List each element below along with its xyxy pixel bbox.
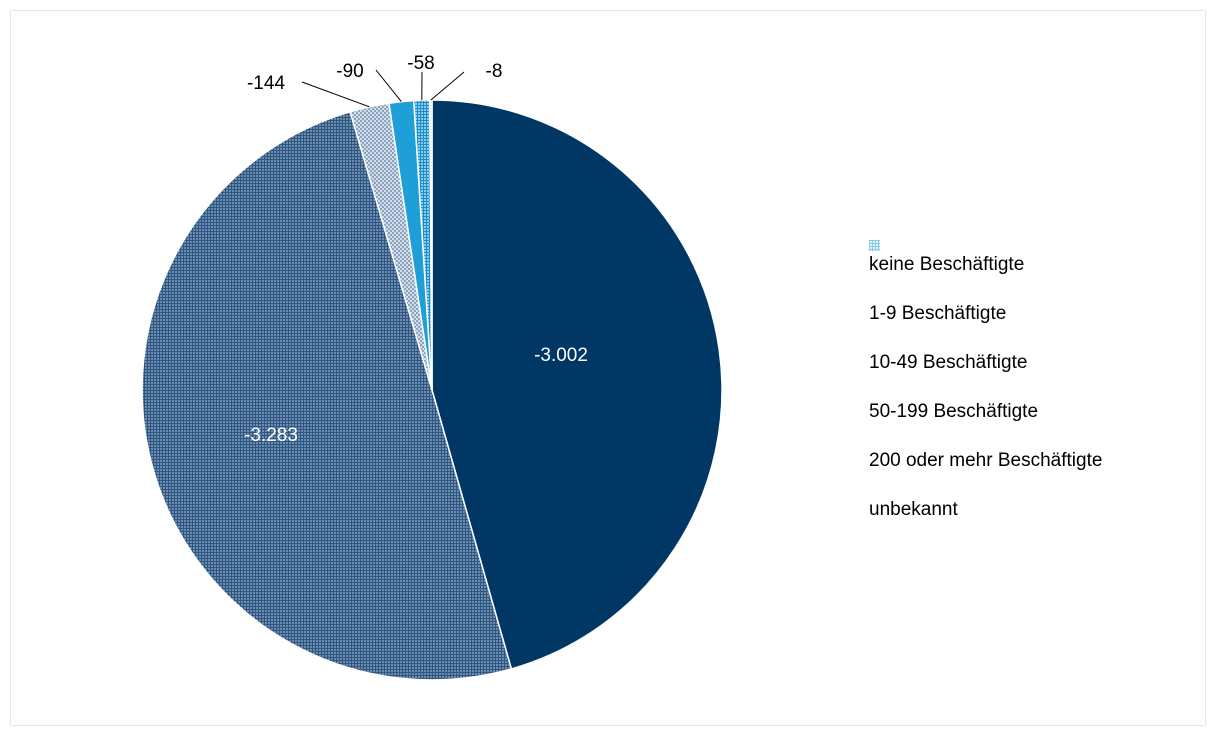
pie-slice-keine-besch-ftigte: [431, 99, 723, 670]
legend-label: 50-199 Beschäftigte: [869, 400, 1039, 422]
data-label-1-9-besch-ftigte: -3.283: [244, 425, 298, 446]
legend-item-keine-besch-ftigte: keine Beschäftigte: [869, 240, 1102, 289]
pie-slice-unbekannt: [429, 99, 433, 391]
data-label-unbekannt: -8: [486, 61, 503, 82]
legend-item-1-9-besch-ftigte: 1-9 Beschäftigte: [869, 240, 1102, 338]
pie-slice-1-9-besch-ftigte: [141, 110, 513, 681]
legend-item-10-49-besch-ftigte: 10-49 Beschäftigte: [869, 240, 1102, 387]
legend-label: 1-9 Beschäftigte: [869, 302, 1007, 324]
legend-item-200-oder-mehr-besch-ftigte: 200 oder mehr Beschäftigte: [869, 240, 1103, 485]
data-label-200-oder-mehr-besch-ftigte: -58: [407, 53, 434, 74]
data-label-keine-besch-ftigte: -3.002: [534, 345, 588, 366]
legend: keine Beschäftigte 1-9 Beschäftigte 10-49 …: [869, 240, 1102, 534]
leader-line-50-199-besch-ftigte: [375, 69, 402, 102]
legend-label: 10-49 Beschäftigte: [869, 351, 1028, 373]
legend-item-50-199-besch-ftigte: 50-199 Beschäftigte: [869, 240, 1102, 436]
legend-label: keine Beschäftigte: [869, 253, 1025, 275]
leader-line-10-49-besch-ftigte: [301, 81, 370, 108]
legend-swatch-unbekannt: [869, 240, 880, 251]
data-label-50-199-besch-ftigte: -90: [336, 61, 363, 82]
pie-slices: [141, 99, 723, 681]
data-label-10-49-besch-ftigte: -144: [247, 73, 285, 94]
leader-lines: [301, 69, 465, 108]
data-labels: -3.002 -3.283 -144 -90 -58 -8: [244, 53, 588, 446]
legend-label: 200 oder mehr Beschäftigte: [869, 449, 1103, 471]
legend-item-unbekannt: unbekannt: [869, 240, 1102, 534]
leader-line-unbekannt: [430, 71, 465, 101]
legend-label: unbekannt: [869, 498, 958, 520]
